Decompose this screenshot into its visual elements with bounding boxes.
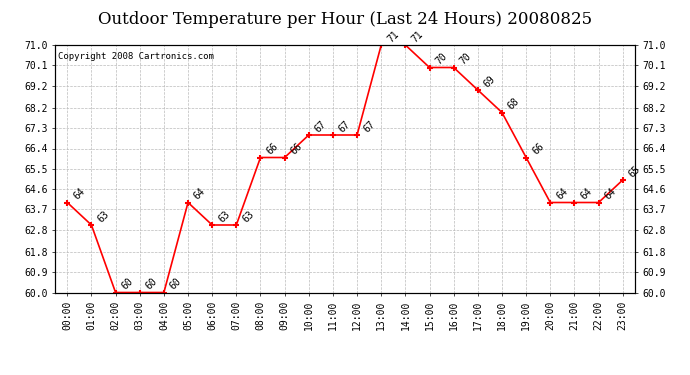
Text: Outdoor Temperature per Hour (Last 24 Hours) 20080825: Outdoor Temperature per Hour (Last 24 Ho… [98, 11, 592, 28]
Text: 68: 68 [506, 96, 522, 112]
Text: 63: 63 [96, 209, 111, 224]
Text: 70: 70 [434, 51, 449, 67]
Text: 67: 67 [337, 119, 353, 134]
Text: 69: 69 [482, 74, 497, 89]
Text: 60: 60 [120, 276, 135, 292]
Text: 66: 66 [531, 141, 546, 157]
Text: 64: 64 [193, 186, 208, 202]
Text: 70: 70 [458, 51, 473, 67]
Text: 63: 63 [217, 209, 232, 224]
Text: 64: 64 [72, 186, 87, 202]
Text: 71: 71 [410, 29, 425, 44]
Text: 67: 67 [362, 119, 377, 134]
Text: 60: 60 [144, 276, 159, 292]
Text: 67: 67 [313, 119, 328, 134]
Text: 66: 66 [265, 141, 280, 157]
Text: 65: 65 [627, 164, 642, 179]
Text: 71: 71 [386, 29, 401, 44]
Text: 60: 60 [168, 276, 184, 292]
Text: 64: 64 [603, 186, 618, 202]
Text: 63: 63 [241, 209, 256, 224]
Text: 64: 64 [579, 186, 594, 202]
Text: 66: 66 [289, 141, 304, 157]
Text: Copyright 2008 Cartronics.com: Copyright 2008 Cartronics.com [58, 53, 214, 62]
Text: 64: 64 [555, 186, 570, 202]
